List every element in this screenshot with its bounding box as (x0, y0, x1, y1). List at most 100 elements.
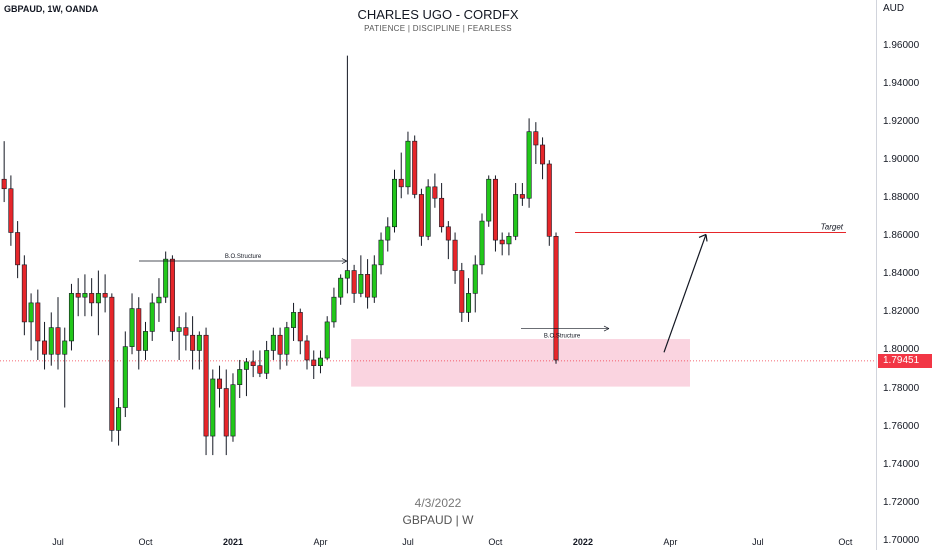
symbol-label[interactable]: GBPAUD, 1W, OANDA (4, 4, 99, 14)
candle (48, 312, 54, 366)
candle-body (385, 226, 391, 241)
candle (129, 293, 135, 355)
candle (324, 316, 330, 360)
candle-body (546, 163, 552, 237)
candle-body (223, 388, 229, 437)
projection-arrow (663, 234, 707, 353)
candle-body (324, 321, 330, 359)
candle (163, 251, 169, 303)
candle (412, 135, 418, 199)
candle-body (553, 236, 559, 361)
candle-body (217, 378, 223, 389)
candle (304, 335, 310, 370)
candle-body (136, 308, 142, 351)
candle (513, 183, 519, 241)
candle (122, 331, 128, 418)
candle-body (425, 186, 431, 237)
candle-body (62, 340, 68, 355)
candle (250, 350, 256, 378)
price-tick: 1.96000 (883, 40, 920, 52)
candle (540, 137, 546, 180)
bos-label-1: B.O.Structure (225, 254, 262, 260)
candle (344, 55, 350, 294)
candle (439, 183, 445, 233)
candle (75, 278, 81, 317)
watermark-symbol: GBPAUD | W (402, 513, 474, 527)
candle (237, 359, 243, 399)
candle-body (163, 258, 169, 298)
chart-subtitle: PATIENCE | DISCIPLINE | FEARLESS (364, 24, 512, 33)
candle (1, 141, 7, 203)
candle (270, 327, 276, 360)
price-tick: 1.84000 (883, 268, 920, 280)
candle-body (412, 140, 418, 195)
candle-body (203, 334, 209, 437)
price-tick: 1.90000 (883, 154, 920, 166)
candle (42, 321, 48, 370)
candle-body (156, 296, 162, 304)
candle-body (291, 312, 297, 328)
candle (398, 152, 404, 199)
candle-body (358, 274, 364, 294)
axis-unit-label[interactable]: AUD (883, 3, 904, 14)
price-axis[interactable]: AUD 1.79451 1.70000 1.72000 1.74000 1.76000… (876, 0, 932, 550)
candle (519, 183, 525, 206)
candle (89, 278, 95, 317)
candle-body (142, 331, 148, 351)
candle-body (237, 369, 243, 385)
candle-body (277, 334, 283, 355)
candle (149, 293, 155, 341)
candle (486, 175, 492, 227)
watermark-date: 4/3/2022 (414, 496, 462, 510)
price-tick: 1.72000 (883, 496, 920, 508)
candle (284, 321, 290, 366)
axis-unit-value: AUD (883, 3, 905, 14)
candle (243, 358, 249, 397)
price-tick: 1.88000 (883, 192, 920, 204)
candle-body (250, 361, 256, 366)
candle-body (338, 277, 344, 298)
candle-body (506, 236, 512, 245)
time-tick: Oct (838, 537, 853, 547)
candle-body (122, 346, 128, 408)
candle-body (405, 140, 411, 188)
candle-body (270, 334, 276, 351)
price-tick: 1.80000 (883, 344, 920, 356)
candle (391, 169, 397, 233)
demand-zone-layer (0, 339, 876, 387)
candle (533, 122, 539, 165)
candle-body (21, 264, 27, 323)
candle-body (284, 327, 290, 355)
chart-title: CHARLES UGO - CORDFX (357, 7, 519, 22)
candle (62, 327, 68, 408)
candle-body (55, 327, 61, 355)
candle-body (116, 407, 122, 431)
candle (553, 232, 559, 364)
candle (479, 213, 485, 275)
candle (277, 327, 283, 370)
bos-arrowhead-1 (341, 258, 348, 264)
candle-body (479, 220, 485, 266)
candle (257, 350, 263, 378)
candle (264, 340, 270, 379)
candle (109, 293, 115, 442)
candle-body (109, 296, 115, 431)
candle-body (210, 378, 216, 437)
price-tick: 1.94000 (883, 78, 920, 90)
candle (472, 255, 478, 313)
time-tick: 2021 (222, 537, 243, 547)
candle-body (378, 239, 384, 266)
candle (317, 350, 323, 374)
candle (459, 262, 465, 322)
candle (506, 232, 512, 256)
candle-body (445, 226, 451, 241)
price-tick: 1.70000 (883, 534, 920, 546)
candle (156, 278, 162, 322)
candle-body (533, 131, 539, 146)
candle (338, 274, 344, 305)
candle (8, 175, 14, 246)
candle-body (176, 327, 182, 332)
candle-body (42, 340, 48, 355)
candle (425, 179, 431, 241)
